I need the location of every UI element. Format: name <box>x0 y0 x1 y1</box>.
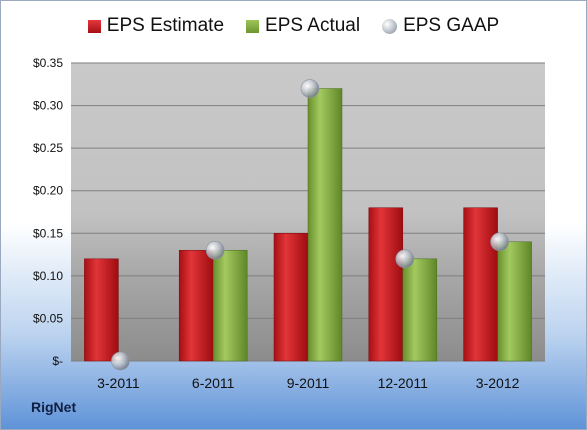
marker-eps-gaap <box>300 79 320 98</box>
bar-eps-estimate <box>463 207 498 362</box>
bars <box>84 88 532 362</box>
y-tick-label: $- <box>52 354 63 368</box>
bar-eps-estimate <box>84 258 119 362</box>
bar-eps-estimate <box>273 233 309 362</box>
company-name: RigNet <box>31 399 77 415</box>
legend-swatch-gaap <box>382 18 398 34</box>
bar-eps-estimate <box>368 207 404 362</box>
bar-eps-actual <box>212 250 248 362</box>
legend-label-actual: EPS Actual <box>265 15 361 36</box>
legend-item-actual: EPS Actual <box>246 15 360 37</box>
bar-eps-actual <box>497 241 532 362</box>
y-tick-label: $0.25 <box>33 141 63 155</box>
gaap-markers <box>111 79 509 371</box>
y-tick-label: $0.30 <box>33 99 63 113</box>
legend-swatch-estimate <box>87 19 101 33</box>
legend-swatch-actual <box>246 19 260 33</box>
bar-eps-actual <box>307 88 343 362</box>
marker-eps-gaap <box>205 241 225 260</box>
x-tick-label: 9-2011 <box>287 375 330 391</box>
bar-eps-actual <box>402 258 438 362</box>
y-tick-label: $0.20 <box>33 184 63 198</box>
y-tick-label: $0.05 <box>33 311 63 325</box>
x-tick-label: 3-2011 <box>97 375 140 391</box>
x-tick-label: 12-2011 <box>378 375 429 391</box>
bar-eps-estimate <box>178 250 214 362</box>
legend: EPS Estimate EPS Actual EPS GAAP <box>1 15 586 37</box>
marker-eps-gaap <box>490 232 509 252</box>
y-tick-label: $0.35 <box>33 56 63 70</box>
x-tick-label: 6-2011 <box>192 375 235 391</box>
y-tick-label: $0.15 <box>33 226 63 240</box>
y-axis: $- $0.05 $0.10 $0.15 $0.20 $0.25 $0.30 $0.35 <box>33 56 63 368</box>
marker-eps-gaap <box>395 249 415 269</box>
legend-item-gaap: EPS GAAP <box>382 15 499 37</box>
legend-label-gaap: EPS GAAP <box>403 15 500 36</box>
x-tick-label: 3-2012 <box>476 375 520 391</box>
y-tick-label: $0.10 <box>33 269 63 283</box>
legend-item-estimate: EPS Estimate <box>87 15 225 37</box>
legend-label-estimate: EPS Estimate <box>106 15 225 36</box>
x-axis: 3-2011 6-2011 9-2011 12-2011 3-2012 <box>97 375 519 391</box>
marker-eps-gaap <box>111 351 130 371</box>
